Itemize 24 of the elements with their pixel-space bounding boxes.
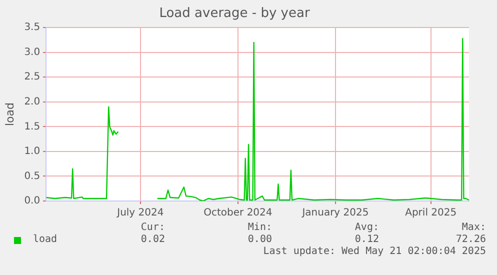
text: 0.02: [140, 234, 165, 246]
text: Last update: Wed May 21 02:00:04 2025: [262, 246, 486, 258]
chart-title: Load average - by year: [159, 6, 310, 22]
legend-label: load: [33, 234, 58, 246]
y-tick-label: 3.5: [24, 22, 40, 34]
y-tick-label: 0.0: [24, 196, 40, 207]
y-tick-label: 0.5: [24, 170, 40, 182]
x-tick-label: January 2025: [301, 208, 369, 219]
text: Min:: [246, 222, 272, 234]
x-tick-label: October 2024: [204, 208, 272, 219]
text: Cur:: [140, 222, 165, 234]
text: 0.00: [246, 234, 272, 246]
y-tick-label: 2.5: [24, 72, 40, 83]
y-tick-label: 2.0: [24, 96, 40, 108]
text: 0.12: [354, 234, 379, 246]
y-tick-label: 1.0: [24, 146, 40, 158]
text: Avg:: [354, 222, 379, 234]
y-tick-label: 3.0: [24, 46, 40, 58]
x-tick-label: April 2025: [405, 208, 457, 219]
y-axis-title: load: [3, 102, 16, 126]
y-tick-label: 1.5: [24, 121, 40, 132]
text: 72.26: [454, 234, 486, 246]
x-tick-label: July 2024: [116, 208, 164, 219]
text: Max:: [460, 222, 486, 234]
